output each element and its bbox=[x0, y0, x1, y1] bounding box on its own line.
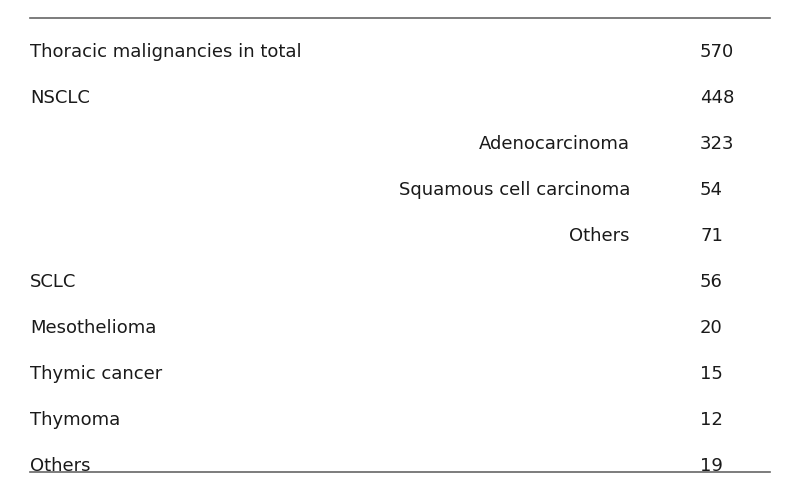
Text: 448: 448 bbox=[700, 89, 734, 107]
Text: Mesothelioma: Mesothelioma bbox=[30, 319, 156, 337]
Text: Thymic cancer: Thymic cancer bbox=[30, 365, 162, 383]
Text: 20: 20 bbox=[700, 319, 722, 337]
Text: 71: 71 bbox=[700, 227, 723, 245]
Text: 56: 56 bbox=[700, 273, 723, 291]
Text: 54: 54 bbox=[700, 181, 723, 199]
Text: SCLC: SCLC bbox=[30, 273, 76, 291]
Text: 19: 19 bbox=[700, 457, 723, 475]
Text: 15: 15 bbox=[700, 365, 723, 383]
Text: 12: 12 bbox=[700, 411, 723, 429]
Text: 323: 323 bbox=[700, 135, 734, 153]
Text: Others: Others bbox=[570, 227, 630, 245]
Text: Thoracic malignancies in total: Thoracic malignancies in total bbox=[30, 43, 302, 61]
Text: Thymoma: Thymoma bbox=[30, 411, 120, 429]
Text: Adenocarcinoma: Adenocarcinoma bbox=[479, 135, 630, 153]
Text: 570: 570 bbox=[700, 43, 734, 61]
Text: Others: Others bbox=[30, 457, 90, 475]
Text: NSCLC: NSCLC bbox=[30, 89, 90, 107]
Text: Squamous cell carcinoma: Squamous cell carcinoma bbox=[398, 181, 630, 199]
